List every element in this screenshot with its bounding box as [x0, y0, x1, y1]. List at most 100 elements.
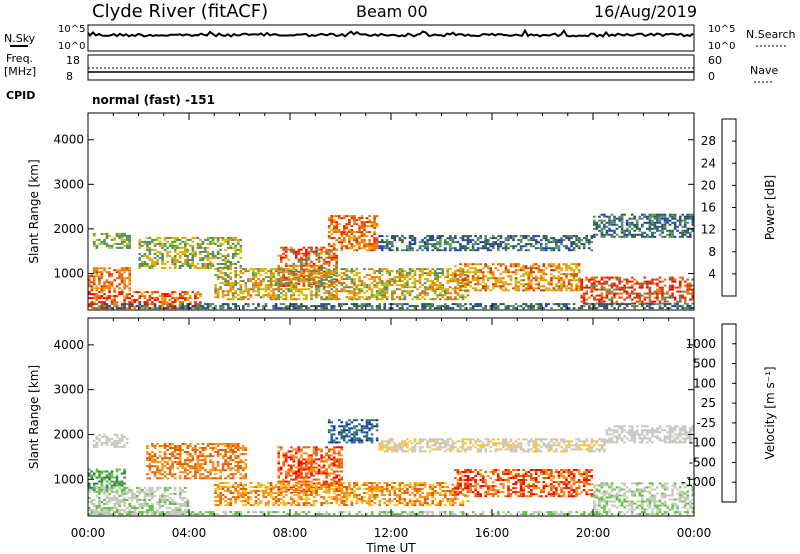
velocity-cell: [234, 443, 237, 445]
power-cell: [572, 307, 576, 310]
velocity-cell: [113, 486, 116, 489]
power-cell: [95, 285, 99, 288]
power-cell: [646, 292, 649, 295]
power-cell: [317, 288, 321, 291]
power-cell: [391, 278, 394, 281]
power-cell: [186, 299, 190, 302]
velocity-cell: [199, 447, 202, 449]
power-cell: [378, 276, 381, 279]
power-cell: [300, 288, 303, 291]
power-cell: [274, 282, 278, 285]
power-cell: [385, 235, 389, 238]
power-cell: [125, 236, 129, 239]
power-cell: [300, 266, 303, 269]
power-cell: [302, 262, 306, 265]
power-cell: [113, 279, 116, 282]
power-cell: [262, 307, 265, 310]
power-cell: [689, 215, 692, 218]
power-cell: [613, 307, 616, 310]
velocity-cell: [151, 451, 154, 453]
velocity-cell: [103, 492, 106, 495]
power-cell: [663, 235, 667, 238]
velocity-cell: [206, 471, 210, 474]
power-cell: [562, 303, 566, 306]
power-cell: [88, 279, 91, 282]
power-cell: [373, 233, 376, 236]
velocity-cell: [209, 469, 212, 472]
power-cell: [181, 297, 184, 300]
power-cell: [401, 272, 404, 275]
power-cell: [358, 237, 361, 240]
power-cell: [320, 250, 323, 253]
velocity-cell: [105, 503, 109, 505]
power-cell: [320, 305, 323, 308]
power-cell: [239, 286, 243, 289]
power-cell: [194, 297, 197, 300]
power-cell: [370, 307, 374, 310]
power-cell: [259, 268, 263, 271]
power-cell: [365, 249, 369, 252]
power-cell: [459, 267, 462, 270]
velocity-cell: [161, 467, 164, 470]
power-cell: [355, 243, 359, 246]
power-cell: [406, 276, 409, 279]
power-cell: [656, 290, 659, 293]
power-cell: [120, 277, 124, 280]
power-cell: [214, 307, 217, 310]
power-cell: [373, 280, 376, 283]
power-cell: [471, 287, 475, 290]
power-cell: [136, 291, 139, 294]
velocity-cell: [176, 467, 179, 470]
power-cell: [327, 296, 331, 299]
power-cell: [646, 280, 649, 283]
power-cell: [239, 292, 243, 295]
velocity-cell: [115, 503, 119, 505]
power-cell: [598, 225, 601, 228]
velocity-cell: [90, 488, 94, 491]
velocity-cell: [186, 463, 190, 466]
power-cell: [98, 281, 101, 284]
power-cell: [618, 305, 621, 308]
power-cell: [196, 305, 200, 308]
power-cell: [620, 227, 624, 230]
power-cell: [133, 301, 137, 304]
velocity-cell: [244, 475, 248, 478]
velocity-cell: [143, 499, 147, 501]
power-cell: [391, 298, 394, 301]
velocity-cell: [300, 472, 303, 475]
velocity-cell: [166, 457, 169, 460]
power-cell: [330, 278, 333, 281]
power-cell: [618, 215, 621, 218]
power-cell: [689, 231, 692, 234]
power-cell: [401, 249, 404, 252]
power-cell: [348, 219, 351, 222]
power-cell: [651, 307, 654, 310]
power-cell: [332, 280, 336, 283]
power-cell: [290, 290, 293, 293]
power-cell: [168, 295, 172, 298]
power-cell: [676, 225, 679, 228]
velocity-cell: [297, 450, 301, 453]
power-cell: [436, 249, 439, 252]
power-cell: [593, 280, 596, 283]
power-cell: [360, 303, 364, 306]
power-cell: [585, 278, 588, 281]
power-cell: [484, 239, 487, 242]
power-cell: [469, 241, 472, 244]
power-cell: [656, 221, 659, 224]
power-cell: [355, 274, 359, 277]
power-cell: [540, 277, 543, 280]
velocity-cell: [173, 503, 177, 505]
power-cell: [143, 301, 147, 304]
power-cell: [423, 307, 427, 310]
power-cell: [534, 303, 538, 306]
power-cell: [201, 265, 205, 267]
velocity-cell: [108, 488, 111, 491]
power-cell: [105, 242, 109, 245]
power-cell: [542, 277, 546, 280]
power-cell: [476, 271, 480, 274]
power-cell: [178, 267, 182, 269]
power-cell: [451, 276, 455, 279]
power-cell: [302, 284, 306, 287]
power-cell: [368, 245, 371, 248]
